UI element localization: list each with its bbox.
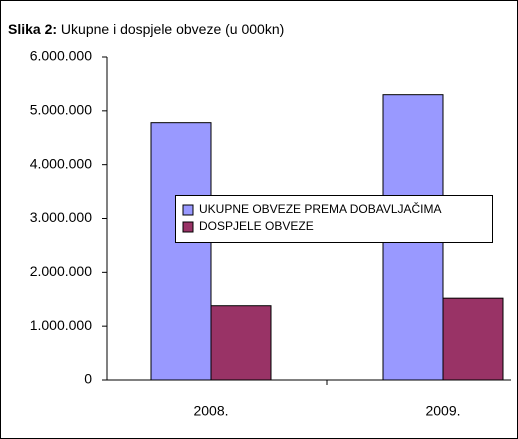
bar [150,122,212,381]
title-prefix: Slika 2: [8,21,57,37]
legend-swatch [182,204,194,216]
title-text: Ukupne i dospjele obveze (u 000kn) [61,21,284,37]
legend-label: UKUPNE OBVEZE PREMA DOBAVLJAČIMA [199,201,442,216]
legend-swatch [182,221,194,233]
y-tick-label: 2.000.000 [30,263,92,279]
legend-box [175,195,493,243]
y-tick-label: 5.000.000 [30,102,92,118]
chart-title: Slika 2: Ukupne i dospjele obveze (u 000… [8,21,284,37]
y-tick-label: 6.000.000 [30,48,92,64]
legend-label: DOSPJELE OBVEZE [199,219,314,233]
legend: UKUPNE OBVEZE PREMA DOBAVLJAČIMA DOSPJELE… [175,195,493,243]
bar [210,305,272,381]
bar [442,297,504,381]
x-tick-label: 2009. [425,403,460,419]
x-tick-label: 2008. [193,403,228,419]
y-tick-label: 3.000.000 [30,209,92,225]
y-tick-label: 4.000.000 [30,155,92,171]
y-tick-label: 1.000.000 [30,317,92,333]
y-tick-label: 0 [84,371,92,387]
